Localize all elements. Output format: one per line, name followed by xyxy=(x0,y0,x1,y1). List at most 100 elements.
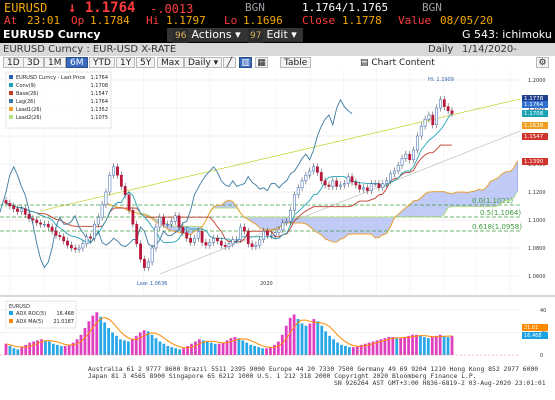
value-label: Value xyxy=(398,14,432,27)
candle-body xyxy=(266,230,269,236)
candle-chart-icon[interactable]: ▥ xyxy=(239,57,252,68)
candle-body xyxy=(435,107,439,126)
adx-bar xyxy=(434,335,438,355)
candle-body xyxy=(381,183,385,189)
period-5y[interactable]: 5Y xyxy=(136,57,156,68)
adx-bar xyxy=(320,325,324,355)
candle-body xyxy=(227,243,231,247)
candle-body xyxy=(46,223,50,228)
candle-body xyxy=(192,237,196,243)
legend-swatch xyxy=(9,99,13,103)
candle-body xyxy=(39,222,43,225)
period-ytd[interactable]: YTD xyxy=(89,57,115,68)
adx-bar xyxy=(450,335,454,355)
adx-bar xyxy=(288,317,292,355)
candle-body xyxy=(31,218,35,221)
adx-bar xyxy=(344,346,347,355)
candle xyxy=(154,223,158,252)
candle xyxy=(319,168,323,185)
legend-swatch xyxy=(9,75,13,79)
legend-value: 1.1075 xyxy=(91,115,109,121)
price-tag: 1.1628 xyxy=(522,122,548,129)
period-1d[interactable]: 1D xyxy=(3,57,24,68)
candle-body xyxy=(404,153,408,159)
period-1y[interactable]: 1Y xyxy=(116,57,136,68)
candle xyxy=(442,96,446,111)
close-label: Close xyxy=(302,14,336,27)
period-6m[interactable]: 6M xyxy=(66,57,88,68)
candle-body xyxy=(131,209,135,225)
candle xyxy=(277,226,281,237)
price-tag-label: 1.1708 xyxy=(524,111,544,117)
table-button[interactable]: Table xyxy=(280,57,312,68)
candle-body xyxy=(50,226,54,232)
candle-body xyxy=(350,176,354,183)
adx-bar xyxy=(221,342,225,355)
adx-bar xyxy=(213,343,217,355)
candle xyxy=(189,234,192,246)
adx-bar xyxy=(91,315,95,355)
candle xyxy=(227,240,231,251)
adx-bar xyxy=(340,344,343,355)
period-1m[interactable]: 1M xyxy=(44,57,66,68)
adx-bar xyxy=(28,342,32,355)
adx-bar xyxy=(201,340,205,355)
bar-chart-icon[interactable]: ▦ xyxy=(255,57,268,68)
adx-bar xyxy=(253,346,257,355)
adx-bar xyxy=(403,337,407,355)
lower-legend-value: 16.468 xyxy=(57,311,75,317)
candle xyxy=(254,241,258,251)
lower-legend-box xyxy=(5,300,77,329)
period-max[interactable]: Max xyxy=(157,57,184,68)
candle xyxy=(366,184,369,195)
candle xyxy=(212,234,216,246)
candle-body xyxy=(139,243,142,260)
frequency-select[interactable]: Daily ▾ xyxy=(184,57,223,68)
adx-bar xyxy=(55,344,59,355)
adx-bar xyxy=(162,343,166,355)
candle xyxy=(258,236,262,249)
candle xyxy=(350,173,354,186)
price-tag-bg xyxy=(522,95,548,102)
adx-bar xyxy=(446,337,450,355)
candle-body xyxy=(89,236,92,239)
legend-value: 1.1352 xyxy=(91,107,109,113)
candle-body xyxy=(119,174,123,187)
lower-value-tag-label: 16.468 xyxy=(524,333,542,339)
line-chart-icon[interactable]: ╱ xyxy=(223,57,236,68)
adx-bar xyxy=(292,314,296,355)
candle xyxy=(450,107,454,118)
candle-body xyxy=(392,170,396,175)
settings-icon[interactable]: ⚙ xyxy=(536,57,549,68)
candle xyxy=(143,255,146,272)
candle xyxy=(196,227,200,242)
candle-body xyxy=(146,261,150,268)
edit-menu[interactable]: 97 Edit ▾ xyxy=(242,28,303,43)
chart-area[interactable]: 0.0(1.1021) 0.5(1.1064) 0.618(1.0958) Hi… xyxy=(0,69,555,395)
adx-bar xyxy=(119,339,122,355)
adx-bar xyxy=(379,339,383,355)
candle-body xyxy=(235,239,239,241)
adx-bar xyxy=(375,340,379,355)
chart-content-button[interactable]: ▤ Chart Content xyxy=(356,57,439,68)
adx-bar xyxy=(40,339,43,355)
candle-body xyxy=(389,173,392,182)
candle xyxy=(327,181,331,190)
adx-bar xyxy=(158,341,162,355)
candle xyxy=(412,146,415,164)
range-bar: 1D 3D 1M 6M YTD 1Y 5Y Max Daily ▾ ╱ ▥ ▦ … xyxy=(0,56,555,69)
period-3d[interactable]: 3D xyxy=(23,57,44,68)
candle xyxy=(100,201,104,221)
candle xyxy=(4,196,8,207)
candle xyxy=(177,212,181,231)
candle-body xyxy=(312,166,315,172)
candle xyxy=(296,184,300,199)
chart-content-label: Chart Content xyxy=(371,58,435,68)
actions-menu[interactable]: 96 Actions ▾ xyxy=(167,28,247,43)
candle xyxy=(112,163,116,179)
candle xyxy=(35,216,39,227)
candle xyxy=(173,212,177,225)
adx-bar xyxy=(186,346,189,355)
adx-bar xyxy=(324,331,328,355)
candle-body xyxy=(366,187,369,191)
